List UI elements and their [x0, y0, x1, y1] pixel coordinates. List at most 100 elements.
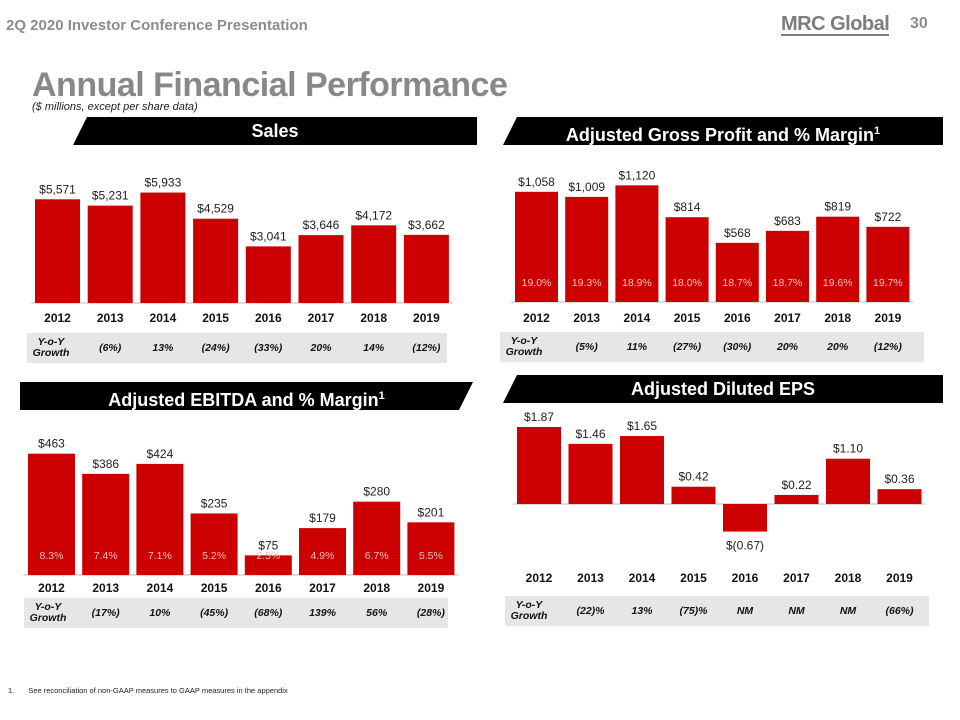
gross-profit-bar-2017: [766, 230, 809, 302]
eps-title: Adjusted Diluted EPS: [630, 379, 816, 399]
gross-profit-growth-value: 11%: [626, 340, 648, 353]
sales-bar-2012: [35, 199, 80, 303]
page-subtitle: ($ millions, except per share data): [32, 101, 198, 113]
gross-profit-category-label: 2017: [774, 311, 801, 325]
gross-profit-value-label: $1,009: [568, 180, 605, 194]
gross-profit-growth-value: (5%): [575, 340, 598, 353]
gross-profit-category-label: 2016: [724, 311, 751, 325]
ebitda-bar-2016: [244, 555, 292, 575]
ebitda-bar-2014: [136, 463, 184, 575]
ebitda-margin-label: 6.7%: [365, 550, 389, 562]
gross-profit-title-banner: Adjusted Gross Profit and % Margin1: [503, 117, 943, 145]
gross-profit-category-label: 2018: [824, 311, 851, 325]
sales-bar-2014: [140, 192, 186, 303]
ebitda-category-label: 2013: [92, 581, 119, 595]
sales-category-label: 2018: [360, 311, 387, 325]
eps-bar-2012: [517, 427, 561, 504]
gross-profit-margin-label: 19.0%: [522, 277, 552, 289]
ebitda-value-label: $424: [147, 447, 174, 461]
ebitda-category-label: 2019: [418, 581, 445, 595]
ebitda-bar-2012: [28, 453, 75, 575]
ebitda-category-label: 2016: [255, 581, 282, 595]
ebitda-growth-value: (45%): [200, 606, 229, 619]
sales-value-label: $3,662: [408, 218, 445, 232]
gross-profit-growth-row: Y-o-Y Growth (5%) 11% (27%) (30%) 20% 20% (12%): [500, 332, 924, 362]
ebitda-value-label: $235: [201, 496, 228, 510]
gross-profit-bar-2012: [515, 191, 558, 302]
gross-profit-value-label: $1,120: [619, 168, 656, 182]
eps-category-label: 2016: [732, 571, 759, 585]
gross-profit-bar-2015: [665, 217, 709, 302]
eps-value-label: $1.65: [627, 419, 657, 433]
eps-growth-value: (66%): [885, 604, 914, 617]
footnote: 1. See reconciliation of non-GAAP measure…: [8, 686, 302, 695]
sales-growth-value: 13%: [152, 341, 174, 354]
gross-profit-category-label: 2013: [573, 311, 600, 325]
gross-profit-growth-value: 20%: [776, 340, 798, 353]
eps-category-label: 2012: [526, 571, 553, 585]
sales-value-label: $3,041: [250, 229, 287, 243]
sales-value-label: $5,231: [92, 189, 129, 203]
gross-profit-value-label: $722: [875, 210, 902, 224]
company-logo: MRC Global: [781, 13, 890, 36]
sales-bar-2018: [351, 225, 397, 303]
eps-growth-value: (75)%: [679, 604, 708, 617]
gross-profit-growth-value: (30%): [723, 340, 752, 353]
ebitda-margin-label: 8.3%: [40, 550, 64, 562]
gross-profit-growth-value: (27%): [673, 340, 702, 353]
gross-profit-title: Adjusted Gross Profit and % Margin: [565, 125, 874, 145]
gross-profit-title-footnote-ref: 1: [873, 125, 881, 137]
page-title: Annual Financial Performance: [32, 66, 508, 104]
gross-profit-bar-2014: [615, 185, 659, 302]
ebitda-margin-label: 5.5%: [419, 550, 443, 562]
eps-growth-value: NM: [736, 604, 754, 617]
ebitda-category-label: 2017: [309, 581, 336, 595]
gross-profit-value-label: $683: [774, 214, 801, 228]
sales-growth-value: (6%): [99, 341, 122, 354]
ebitda-bar-2013: [82, 473, 130, 575]
eps-value-label: $0.36: [884, 472, 914, 486]
eps-bar-2013: [568, 443, 613, 504]
ebitda-value-label: $75: [258, 538, 278, 552]
gross-profit-category-label: 2019: [875, 311, 902, 325]
ebitda-title-footnote-ref: 1: [378, 390, 385, 402]
gross-profit-category-label: 2012: [523, 311, 550, 325]
eps-bar-2016: [723, 504, 767, 532]
sales-growth-value: 20%: [310, 341, 332, 354]
sales-bar-2017: [298, 235, 344, 303]
gross-profit-growth-value: 20%: [827, 340, 849, 353]
sales-growth-value: (24%): [201, 341, 230, 354]
ebitda-title-banner: Adjusted EBITDA and % Margin1: [20, 382, 473, 410]
ebitda-growth-value: (17%): [91, 606, 120, 619]
gross-profit-category-label: 2014: [624, 311, 651, 325]
ebitda-title: Adjusted EBITDA and % Margin: [108, 390, 379, 410]
gross-profit-margin-label: 18.9%: [622, 277, 652, 289]
ebitda-growth-value: 56%: [366, 606, 388, 619]
ebitda-growth-value: 139%: [309, 606, 336, 619]
sales-growth-label: Y-o-Y Growth: [32, 336, 70, 359]
sales-category-label: 2016: [255, 311, 282, 325]
gross-profit-value-label: $819: [824, 200, 851, 214]
gross-profit-bar-2016: [715, 242, 759, 302]
eps-bar-2018: [826, 458, 870, 504]
ebitda-category-label: 2014: [147, 581, 174, 595]
sales-category-label: 2013: [97, 311, 124, 325]
sales-value-label: $4,529: [197, 202, 234, 216]
sales-value-label: $5,571: [39, 182, 76, 196]
eps-bar-2014: [620, 436, 664, 504]
ebitda-margin-label: 2.5%: [256, 550, 280, 562]
ebitda-category-label: 2018: [363, 581, 390, 595]
sales-growth-value: 14%: [363, 341, 385, 354]
eps-growth-value: (22)%: [576, 604, 605, 617]
ebitda-bar-2019: [407, 522, 455, 575]
gross-profit-margin-label: 19.7%: [873, 277, 903, 289]
ebitda-bar-2017: [299, 528, 346, 575]
eps-bar-2019: [877, 489, 922, 504]
eps-growth-row: Y-o-Y Growth (22)% 13% (75)% NM NM NM (66%): [505, 596, 929, 626]
ebitda-value-label: $179: [309, 511, 336, 525]
eps-growth-value: NM: [788, 604, 805, 617]
gross-profit-margin-label: 19.6%: [823, 277, 853, 289]
page-number: 30: [910, 15, 928, 32]
sales-chart: $5,571 2012 $5,231 2013 $5,933 2014 $4,529 2015…: [31, 176, 453, 325]
